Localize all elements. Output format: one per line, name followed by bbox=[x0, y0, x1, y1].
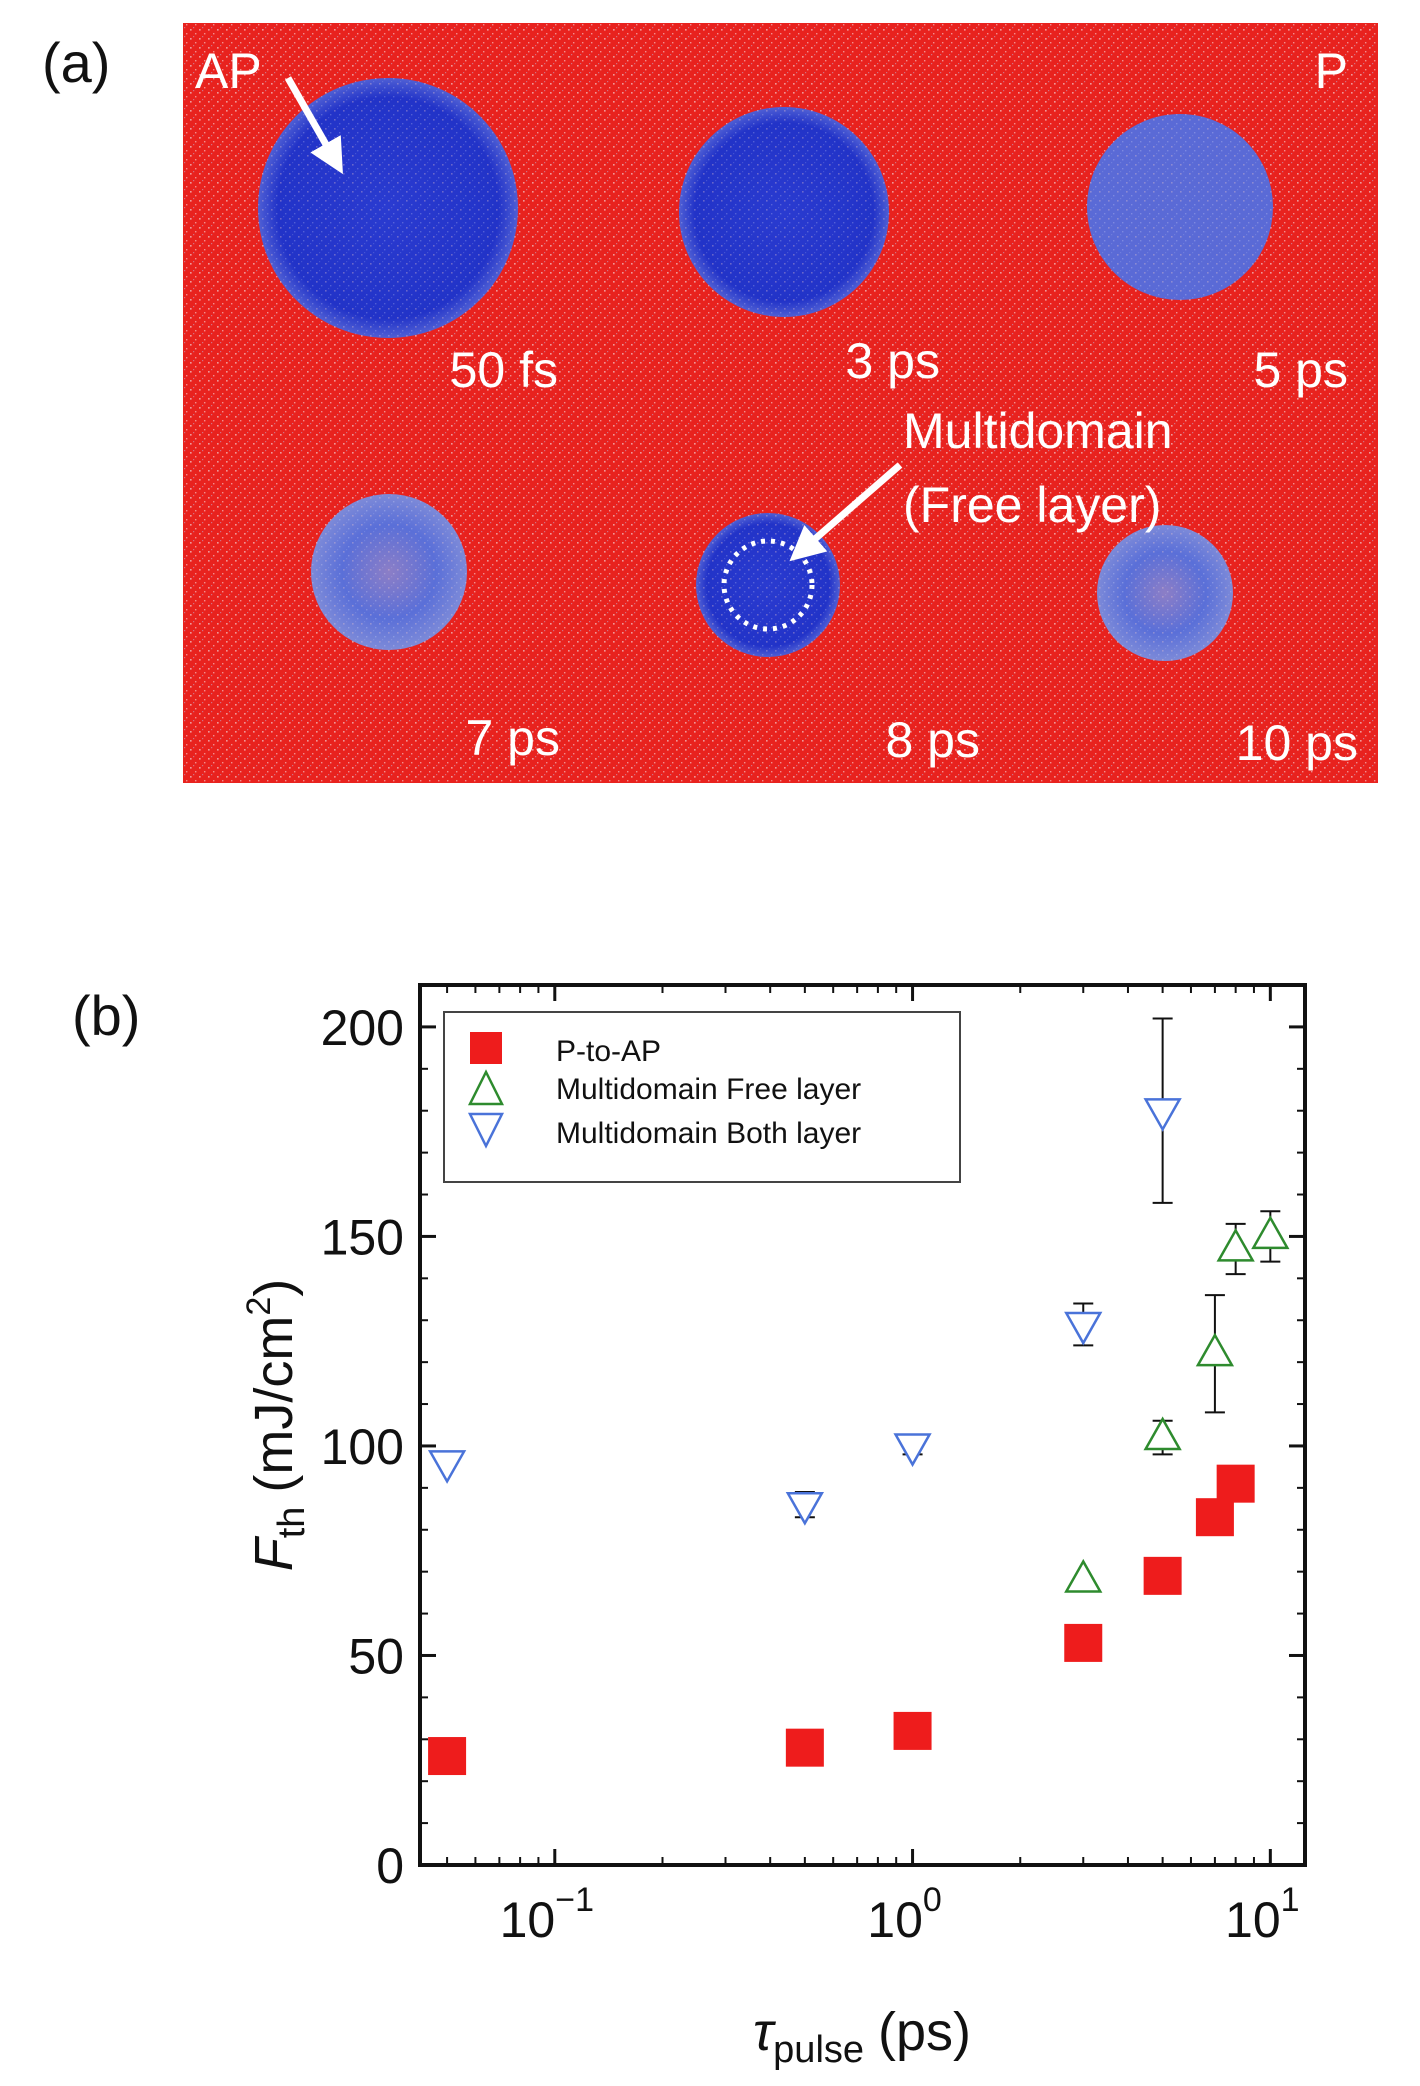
y-axis-unit-exponent: 2 bbox=[240, 1297, 278, 1316]
data-point-free-layer bbox=[1143, 1416, 1182, 1451]
y-axis-subscript: th bbox=[271, 1507, 313, 1539]
domain-image-panel: AP P Multidomain (Free layer) 50 fs 3 ps… bbox=[183, 23, 1378, 783]
ap-label: AP bbox=[195, 43, 262, 99]
p-label: P bbox=[1315, 43, 1348, 99]
data-point-both-layer bbox=[1064, 1311, 1103, 1346]
legend-entry: Multidomain Both layer bbox=[556, 1117, 861, 1150]
y-axis-ticks: 0 50 100 150 200 bbox=[321, 1000, 1305, 1894]
threshold-fluence-chart: 0 50 100 150 200 10−1 100 101 Fth (mJ/cm2) τpul… bbox=[240, 983, 1307, 2071]
data-point-p-to-ap bbox=[1143, 1556, 1182, 1595]
x-tick-label: 101 bbox=[1225, 1881, 1300, 1948]
x-axis-label: τpulse (ps) bbox=[753, 2002, 971, 2071]
x-tick-label: 100 bbox=[867, 1881, 942, 1948]
data-point-p-to-ap bbox=[893, 1711, 932, 1750]
legend-entry: P-to-AP bbox=[556, 1035, 661, 1068]
data-point-p-to-ap bbox=[785, 1728, 824, 1767]
legend-marker-triangle-up bbox=[467, 1069, 505, 1106]
frame-time-label: 8 ps bbox=[885, 712, 980, 768]
data-point-both-layer bbox=[785, 1491, 825, 1526]
data-point-both-layer bbox=[427, 1450, 467, 1484]
free-layer-label: (Free layer) bbox=[903, 477, 1161, 533]
data-point-p-to-ap bbox=[428, 1737, 467, 1776]
frame-time-label: 3 ps bbox=[845, 333, 940, 389]
data-point-both-layer bbox=[893, 1433, 932, 1468]
legend-marker-triangle-down bbox=[467, 1112, 505, 1149]
y-axis-unit-close: ) bbox=[244, 1279, 304, 1297]
panel-a-label: (a) bbox=[42, 31, 110, 94]
data-point-free-layer bbox=[1064, 1558, 1103, 1593]
data-point-free-layer bbox=[1216, 1227, 1255, 1262]
x-tick-label: 10−1 bbox=[500, 1881, 594, 1948]
y-tick-label: 50 bbox=[348, 1628, 404, 1684]
legend-marker-square bbox=[470, 1032, 502, 1064]
data-point-free-layer bbox=[1251, 1215, 1290, 1250]
y-tick-label: 150 bbox=[321, 1209, 404, 1265]
y-tick-label: 200 bbox=[321, 1000, 404, 1056]
data-point-free-layer bbox=[1195, 1332, 1235, 1367]
data-point-both-layer bbox=[1143, 1098, 1182, 1132]
y-tick-label: 100 bbox=[321, 1419, 404, 1475]
data-point-p-to-ap bbox=[1064, 1623, 1103, 1662]
multidomain-label: Multidomain bbox=[903, 403, 1173, 459]
frame-time-label: 10 ps bbox=[1236, 715, 1358, 771]
data-point-p-to-ap bbox=[1195, 1498, 1234, 1537]
y-tick-label: 0 bbox=[376, 1838, 404, 1894]
panel-b-label: (b) bbox=[72, 984, 140, 1047]
legend: P-to-AP Multidomain Free layer Multidoma… bbox=[443, 1011, 961, 1183]
x-axis-symbol: τ bbox=[753, 2002, 776, 2062]
multidomain-arrow bbox=[789, 462, 903, 562]
data-point-p-to-ap bbox=[1216, 1464, 1255, 1503]
speckle-overlay bbox=[183, 23, 1378, 783]
legend-box bbox=[443, 1011, 961, 1183]
x-axis-ticks: 10−1 100 101 bbox=[446, 985, 1300, 1948]
data-marks bbox=[427, 1017, 1290, 1776]
legend-entry: Multidomain Free layer bbox=[556, 1073, 861, 1106]
y-axis-unit: (mJ/cm bbox=[244, 1316, 304, 1493]
frame-time-label: 5 ps bbox=[1253, 342, 1348, 398]
frame-time-label: 7 ps bbox=[465, 710, 560, 766]
y-axis-label: Fth (mJ/cm2) bbox=[240, 1279, 313, 1572]
plot-frame bbox=[418, 983, 1307, 1867]
ap-arrow bbox=[284, 76, 343, 175]
frame-time-label: 50 fs bbox=[450, 342, 558, 398]
y-axis-symbol: F bbox=[244, 1535, 304, 1571]
x-axis-subscript: pulse bbox=[773, 2029, 864, 2071]
x-axis-unit: (ps) bbox=[878, 2002, 971, 2062]
